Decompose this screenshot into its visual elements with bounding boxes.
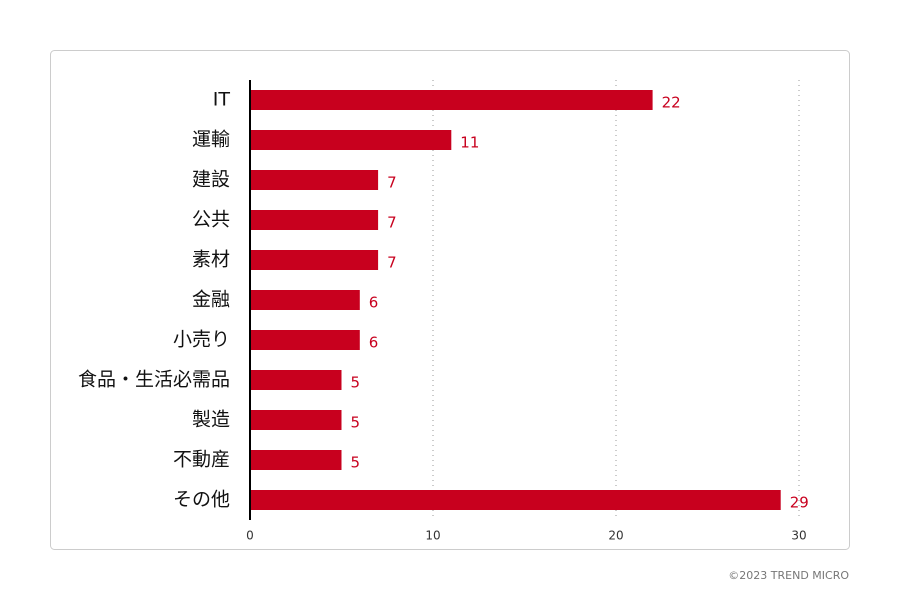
value-label: 7 (387, 174, 397, 192)
y-tick-label: 公共 (192, 209, 230, 231)
bar (250, 290, 360, 310)
value-label: 7 (387, 214, 397, 232)
y-tick-label: 製造 (192, 409, 230, 431)
bar (250, 130, 452, 150)
y-tick-label: 素材 (192, 249, 230, 271)
y-tick-label: IT (213, 89, 231, 111)
y-tick-label: 食品・生活必需品 (78, 369, 230, 391)
value-label: 5 (351, 414, 361, 432)
value-label: 22 (662, 94, 681, 112)
y-tick-label: 小売り (173, 329, 230, 351)
footer: ©2023 TREND MICRO (728, 569, 849, 582)
y-tick-label: 運輸 (192, 129, 230, 151)
value-label: 6 (369, 294, 379, 312)
x-tick-label: 10 (425, 529, 440, 543)
value-label: 29 (790, 494, 809, 512)
bar (250, 250, 379, 270)
bar (250, 490, 781, 510)
value-label: 5 (351, 454, 361, 472)
bar (250, 330, 360, 350)
bar (250, 170, 379, 190)
x-tick-label: 30 (791, 529, 806, 543)
value-label: 5 (351, 374, 361, 392)
chart-frame (50, 50, 850, 550)
x-tick-label: 0 (246, 529, 254, 543)
value-label: 7 (387, 254, 397, 272)
value-label: 6 (369, 334, 379, 352)
x-tick-label: 20 (608, 529, 623, 543)
value-label: 11 (460, 134, 479, 152)
y-tick-label: 不動産 (173, 449, 230, 471)
y-tick-label: 金融 (192, 289, 230, 311)
bar (250, 90, 653, 110)
y-tick-label: その他 (173, 489, 230, 511)
y-tick-label: 建設 (192, 169, 230, 191)
bar (250, 410, 342, 430)
bar (250, 210, 379, 230)
bar (250, 450, 342, 470)
bar (250, 370, 342, 390)
